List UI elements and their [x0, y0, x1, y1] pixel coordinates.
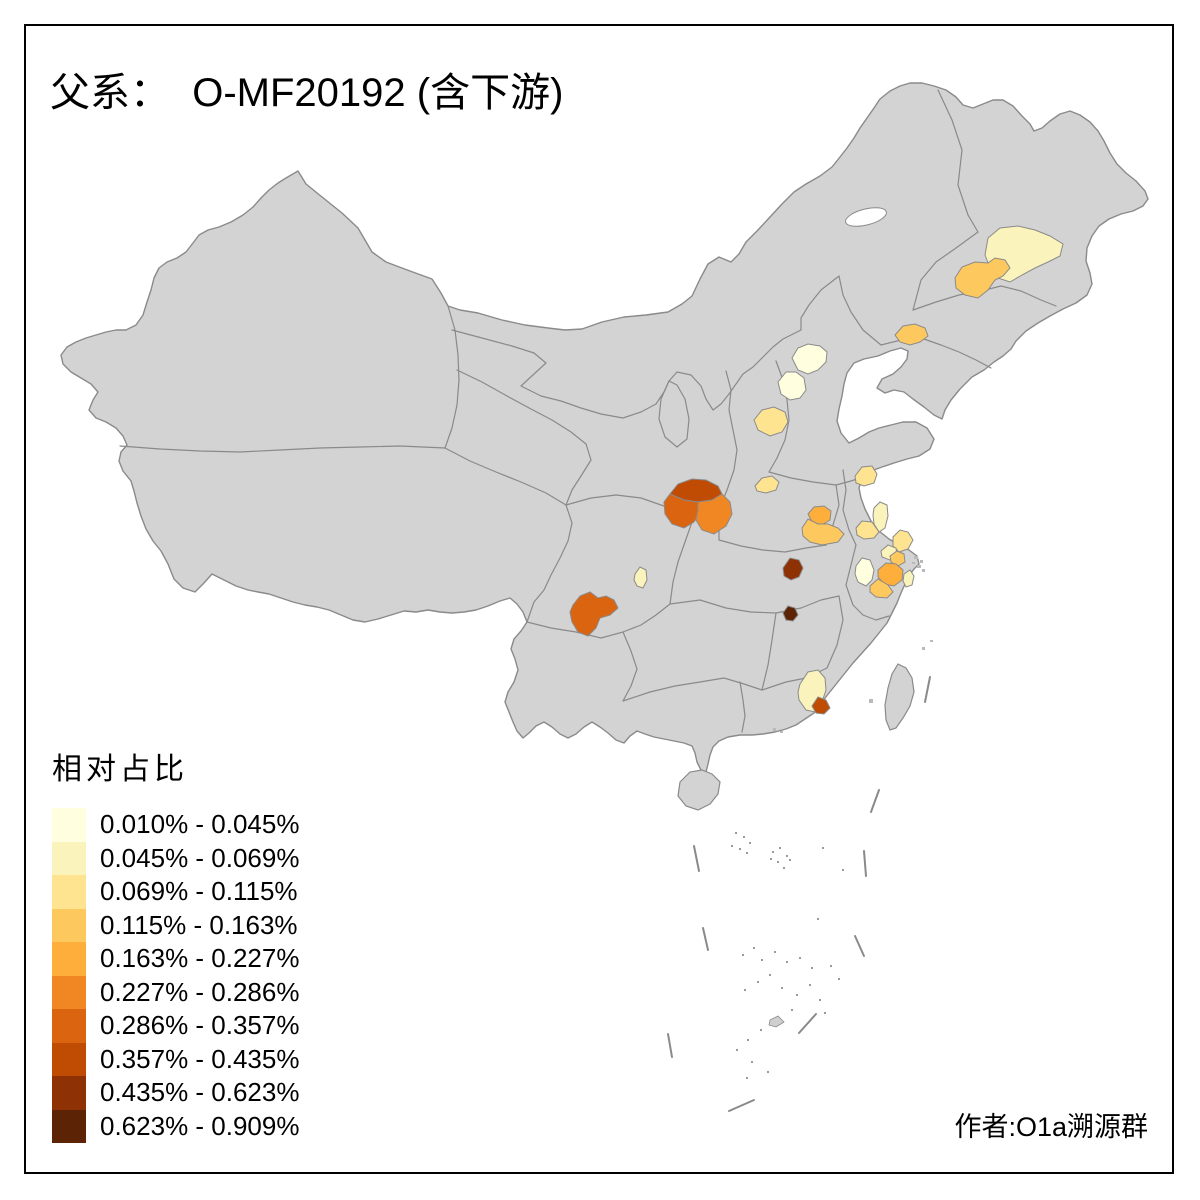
map-region — [791, 343, 828, 375]
legend-swatch — [52, 875, 86, 909]
map-region — [777, 371, 807, 401]
page-title: 父系： O-MF20192 (含下游) — [50, 71, 564, 115]
nine-dash-line — [667, 676, 931, 1112]
legend-label: 0.357% - 0.435% — [100, 1043, 300, 1074]
legend-rows: 0.010% - 0.045% 0.045% - 0.069% 0.069% - 0… — [52, 808, 299, 1143]
legend: 相对占比 0.010% - 0.045% 0.045% - 0.069% 0.069… — [52, 744, 299, 1143]
legend-label: 0.286% - 0.357% — [100, 1010, 300, 1041]
map-region — [753, 406, 789, 437]
legend-label: 0.623% - 0.909% — [100, 1110, 300, 1141]
legend-row: 0.163% - 0.227% — [52, 942, 299, 976]
map-region — [633, 566, 648, 589]
legend-row: 0.115% - 0.163% — [52, 908, 299, 942]
legend-row: 0.286% - 0.357% — [52, 1009, 299, 1043]
legend-label: 0.010% - 0.045% — [100, 809, 300, 840]
map-region — [801, 518, 845, 546]
legend-row: 0.069% - 0.115% — [52, 875, 299, 909]
map-region — [569, 591, 619, 637]
map-region — [894, 323, 929, 346]
legend-label: 0.069% - 0.115% — [100, 876, 298, 907]
map-region — [695, 493, 733, 535]
map-region — [872, 501, 889, 533]
map-region — [869, 578, 894, 599]
map-region — [889, 550, 906, 567]
map-region — [782, 605, 799, 622]
legend-title: 相对占比 — [52, 753, 188, 786]
sea-island-specks — [731, 832, 844, 1079]
legend-label: 0.227% - 0.286% — [100, 976, 300, 1007]
legend-swatch — [52, 1009, 86, 1043]
map-region — [877, 562, 904, 587]
legend-swatch — [52, 841, 86, 875]
legend-swatch — [52, 1109, 86, 1143]
coastal-islets — [773, 556, 933, 733]
taiwan-island — [884, 663, 915, 731]
map-region — [854, 557, 875, 587]
map-region — [854, 465, 878, 487]
legend-swatch — [52, 1076, 86, 1110]
map-region — [754, 475, 780, 494]
legend-label: 0.045% - 0.069% — [100, 842, 300, 873]
legend-label: 0.435% - 0.623% — [100, 1077, 300, 1108]
legend-row: 0.623% - 0.909% — [52, 1109, 300, 1143]
legend-row: 0.045% - 0.069% — [52, 841, 300, 875]
hainan-island — [677, 769, 721, 811]
attribution: 作者:O1a溯源群 — [954, 1112, 1148, 1142]
legend-label: 0.163% - 0.227% — [100, 943, 300, 974]
legend-label: 0.115% - 0.163% — [100, 909, 298, 940]
legend-row: 0.357% - 0.435% — [52, 1042, 300, 1076]
legend-swatch — [52, 1042, 86, 1076]
legend-swatch — [52, 942, 86, 976]
legend-swatch — [52, 975, 86, 1009]
legend-swatch — [52, 908, 86, 942]
map-region — [855, 520, 880, 540]
map-region — [782, 557, 804, 581]
map-region — [954, 257, 1011, 299]
legend-row: 0.010% - 0.045% — [52, 808, 299, 842]
province-borders — [119, 89, 1057, 733]
legend-row: 0.435% - 0.623% — [52, 1076, 299, 1110]
map-region — [902, 569, 915, 588]
shaded-regions — [569, 225, 1064, 715]
legend-row: 0.227% - 0.286% — [52, 975, 300, 1009]
map-region — [811, 696, 831, 715]
legend-swatch — [52, 808, 86, 842]
sea-island-blob — [768, 1015, 785, 1028]
mainland-outline — [60, 82, 1149, 773]
hulun-lake — [845, 207, 887, 227]
